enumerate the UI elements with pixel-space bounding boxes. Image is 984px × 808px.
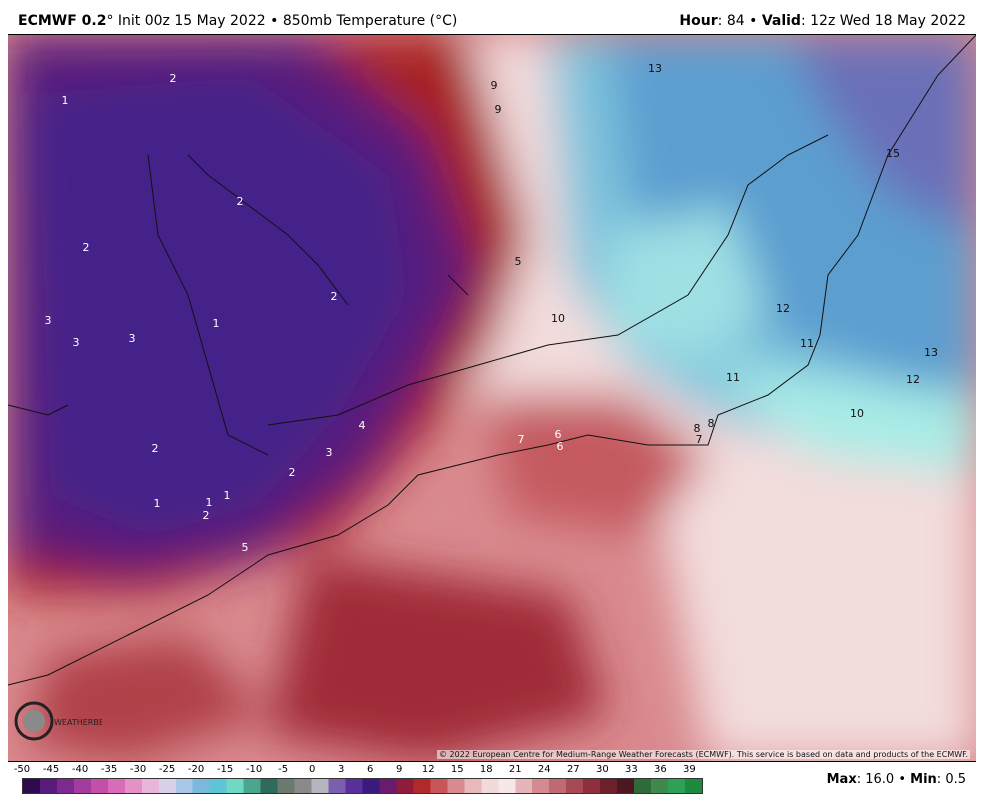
map-value-label: 3 (129, 332, 136, 345)
hour-value: 84 (726, 13, 745, 29)
copyright-notice: © 2022 European Centre for Medium-Range … (437, 750, 970, 759)
map-value-label: 11 (726, 371, 740, 384)
max-label: Max (826, 772, 857, 787)
colorbar-tick-label: -20 (187, 764, 205, 775)
colorbar-tick-label: -30 (129, 764, 147, 775)
map-value-label: 7 (518, 433, 525, 446)
map-value-label: 12 (906, 373, 920, 386)
map-value-label: 4 (359, 419, 366, 432)
map-value-label: 1 (206, 496, 213, 509)
map-value-label: 12 (776, 302, 790, 315)
map-value-label: 15 (886, 147, 900, 160)
map-value-label: 8 (694, 422, 701, 435)
coastline (8, 35, 976, 686)
valid-label: Valid (761, 13, 801, 29)
colorbar-tick-label: -5 (278, 764, 289, 775)
map-value-label: 9 (495, 103, 502, 116)
map-value-label: 2 (331, 290, 338, 303)
temperature-field (8, 35, 976, 761)
colorbar-tick-label: -15 (216, 764, 234, 775)
colorbar-ticks: -50 -45 -40 -35 -30 -25 -20 -15 -10 -5 0 3 6 9 12 15 18 2… (12, 764, 712, 778)
map-value-label: 9 (491, 79, 498, 92)
map-value-label: 6 (555, 428, 562, 441)
map-value-label: 2 (83, 241, 90, 254)
colorbar-gradient (22, 778, 703, 794)
map-value-label: 1 (213, 317, 220, 330)
colorbar-tick-label: 21 (508, 764, 522, 775)
map-value-label: 3 (45, 314, 52, 327)
map-value-label: 2 (237, 195, 244, 208)
colorbar-tick-label: 30 (595, 764, 609, 775)
max-value: 16.0 (865, 772, 895, 787)
colorbar-tick-label: -45 (42, 764, 60, 775)
temperature-map[interactable]: 2 1 9 9 13 15 2 2 5 2 1 10 12 11 11 13 12 3 3 3 4 3 2 1 1 1 2 10 8 8 7… (8, 34, 976, 762)
valid-info: Hour: 84 • Valid: 12z Wed 18 May 2022 (679, 13, 966, 29)
colorbar-tick-label: 24 (537, 764, 551, 775)
colorbar-tick-label: -10 (245, 764, 263, 775)
weatherbell-logo: WEATHERBELL (12, 699, 102, 743)
map-value-label: 2 (152, 442, 159, 455)
map-value-label: 11 (800, 337, 814, 350)
field-name: 850mb Temperature (°C) (282, 13, 458, 29)
colorbar-tick-label: -35 (100, 764, 118, 775)
map-value-label: 2 (170, 72, 177, 85)
map-value-label: 13 (924, 346, 938, 359)
map-value-label: 13 (648, 62, 662, 75)
map-value-label: 6 (557, 440, 564, 453)
map-value-label: 2 (203, 509, 210, 522)
map-value-label: 3 (73, 336, 80, 349)
map-value-label: 5 (515, 255, 522, 268)
colorbar-tick-label: 9 (396, 764, 403, 775)
header: ECMWF 0.2° Init 00z 15 May 2022 • 850mb … (0, 0, 984, 34)
weatherbell-logo-mark: WEATHERBELL (14, 701, 102, 741)
colorbar-tick-label: -50 (13, 764, 31, 775)
init-time: Init 00z 15 May 2022 (117, 13, 266, 29)
colorbar-tick-label: -40 (71, 764, 89, 775)
colorbar-tick-label: 33 (624, 764, 638, 775)
colorbar-tick-label: 15 (450, 764, 464, 775)
map-title: ECMWF 0.2° Init 00z 15 May 2022 • 850mb … (18, 13, 458, 29)
colorbar-tick-label: -25 (158, 764, 176, 775)
colorbar-tick-label: 18 (479, 764, 493, 775)
map-value-label: 1 (224, 489, 231, 502)
map-value-label: 10 (551, 312, 565, 325)
map-value-label: 8 (708, 417, 715, 430)
colorbar-tick-label: 39 (683, 764, 696, 775)
colorbar-tick-label: 36 (654, 764, 667, 775)
min-label: Min (910, 772, 937, 787)
colorbar-tick-label: 0 (308, 764, 316, 775)
colorbar-tick-label: 12 (421, 764, 435, 775)
map-value-label: 10 (850, 407, 864, 420)
map-value-label: 5 (242, 541, 249, 554)
map-value-label: 2 (289, 466, 296, 479)
logo-text: WEATHERBELL (54, 718, 102, 727)
map-value-label: 3 (326, 446, 333, 459)
model-name: ECMWF 0.2 (18, 13, 107, 29)
hour-label: Hour (679, 13, 718, 29)
valid-value: 12z Wed 18 May 2022 (810, 13, 966, 29)
colorbar-tick-label: 3 (338, 764, 345, 775)
map-value-label: 1 (154, 497, 161, 510)
max-min-readout: Max: 16.0 • Min: 0.5 (826, 772, 966, 787)
colorbar-tick-label: 6 (367, 764, 374, 775)
colorbar-tick-label: 27 (566, 764, 580, 775)
colorbar-legend: -50 -45 -40 -35 -30 -25 -20 -15 -10 -5 0 3 6 9 12 15 18 2… (12, 764, 712, 804)
map-value-label: 7 (696, 433, 703, 446)
map-value-label: 1 (62, 94, 69, 107)
min-value: 0.5 (945, 772, 966, 787)
